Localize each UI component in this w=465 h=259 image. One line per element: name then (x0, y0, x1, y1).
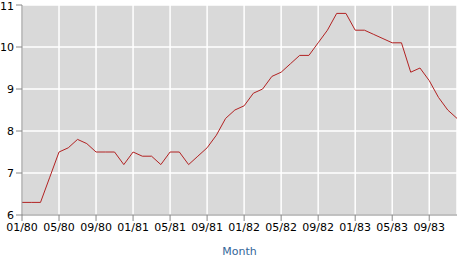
svg-text:6: 6 (8, 209, 14, 222)
svg-text:10: 10 (8, 41, 14, 54)
svg-text:9: 9 (8, 83, 14, 96)
svg-text:09/81: 09/81 (191, 221, 223, 234)
svg-text:01/82: 01/82 (228, 221, 260, 234)
svg-text:09/80: 09/80 (80, 221, 112, 234)
svg-text:7: 7 (8, 167, 14, 180)
svg-text:05/80: 05/80 (43, 221, 75, 234)
svg-text:01/80: 01/80 (8, 221, 38, 234)
svg-text:01/81: 01/81 (117, 221, 149, 234)
svg-text:09/82: 09/82 (302, 221, 334, 234)
svg-text:11: 11 (8, 0, 14, 13)
svg-text:09/83: 09/83 (413, 221, 445, 234)
svg-text:05/81: 05/81 (154, 221, 186, 234)
svg-text:05/83: 05/83 (376, 221, 408, 234)
svg-text:Month: Month (222, 245, 257, 258)
svg-text:8: 8 (8, 125, 14, 138)
svg-text:01/83: 01/83 (339, 221, 371, 234)
svg-text:05/82: 05/82 (265, 221, 297, 234)
